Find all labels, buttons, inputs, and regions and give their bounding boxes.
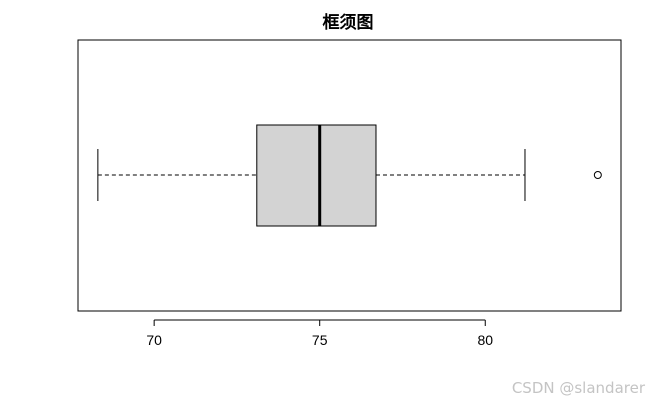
x-axis-ticks: 70 75 80 (146, 320, 493, 348)
x-tick-label: 75 (312, 332, 328, 348)
chart-title: 框须图 (323, 12, 374, 33)
outlier-group (593, 171, 602, 179)
iqr-box (256, 124, 377, 227)
outlier-point (593, 171, 602, 179)
x-tick-label: 80 (477, 332, 493, 348)
watermark: CSDN @slandarer (511, 379, 645, 397)
x-tick-label: 70 (146, 332, 162, 348)
plot-frame (77, 39, 622, 312)
